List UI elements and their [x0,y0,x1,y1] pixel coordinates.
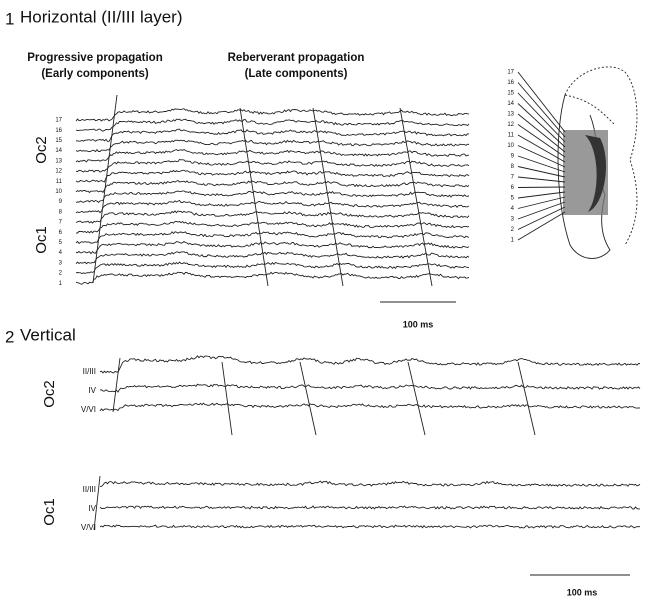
scale-label: 100 ms [403,319,434,329]
channel-label: 14 [55,148,62,154]
figure: 1 Horizontal (II/III layer) Progressive … [0,0,664,602]
propagation-line [408,362,425,435]
channel-label: 13 [55,158,62,164]
electrode-line [518,192,565,198]
trace [100,506,640,509]
electrode-line [518,93,565,142]
area-label: Oc2 [33,136,50,164]
trace [76,191,469,203]
trace [100,403,640,411]
channel-label: 7 [511,175,515,181]
trace [76,272,469,284]
electrode-line [518,72,565,132]
channel-label: 3 [59,260,63,266]
channel-label: 15 [507,91,514,97]
channel-label: 10 [55,189,62,195]
propagation-line [222,362,232,435]
panel-title: Vertical [20,325,76,344]
channel-label: 1 [59,281,63,287]
channel-label: 6 [511,185,515,191]
channel-label: 7 [59,220,63,226]
channel-label: 15 [55,138,62,144]
channel-label: 5 [511,196,515,202]
channel-label: 4 [59,250,63,256]
electrode-line [518,177,565,182]
channel-label: 2 [59,271,63,277]
area-label: Oc2 [41,380,58,408]
brain-diagram [558,67,637,259]
trace [76,211,469,223]
layer-label: IV [88,504,96,513]
channel-label: 13 [507,112,514,118]
channel-label: 17 [507,70,514,76]
channel-label: 1 [511,238,515,244]
annotation: (Early components) [41,68,149,80]
trace [76,181,469,193]
channel-label: 2 [511,227,515,233]
trace [76,252,469,264]
propagation-line [300,362,316,435]
trace [100,356,640,373]
channel-label: 9 [511,154,515,160]
layer-label: II/III [83,367,96,376]
propagation-line [113,358,120,412]
electrode-line [518,197,565,209]
trace [76,119,469,131]
channel-label: 12 [507,122,514,128]
annotation: Reberverant propagation [228,52,365,64]
propagation-line [313,108,343,286]
channel-label: 17 [55,118,62,124]
channel-label: 8 [59,209,63,215]
channel-label: 3 [511,217,515,223]
panel-number: 1 [5,9,14,28]
area-label: Oc1 [41,498,58,526]
panel-title: Horizontal (II/III layer) [20,7,183,26]
trace [76,262,469,274]
channel-label: 9 [59,199,63,205]
trace [76,200,469,212]
channel-label: 16 [507,80,514,86]
propagation-line [518,362,535,435]
channel-label: 6 [59,230,63,236]
channel-label: 11 [56,179,63,185]
channel-label: 12 [55,169,62,175]
trace [76,221,469,233]
channel-label: 4 [511,206,515,212]
trace [100,481,640,486]
channel-label: 8 [511,164,515,170]
channel-label: 16 [55,128,62,134]
layer-label: V/VI [81,405,96,414]
trace [76,242,469,254]
annotation: Progressive propagation [27,52,162,64]
trace [76,129,469,141]
channel-label: 11 [508,133,515,139]
trace [100,384,640,392]
trace [76,150,469,162]
channel-label: 10 [507,143,514,149]
propagation-line [94,476,100,530]
trace [100,525,640,528]
panel-number: 2 [5,327,14,346]
trace [76,232,469,244]
annotation: (Late components) [245,68,348,80]
layer-label: II/III [83,485,96,494]
trace [76,140,469,152]
scale-label: 100 ms [567,587,598,597]
channel-label: 14 [507,101,514,107]
electrode-line [518,187,565,188]
channel-label: 5 [59,240,63,246]
electrode-line [518,114,565,152]
trace [76,109,469,121]
trace [76,170,469,182]
layer-label: IV [88,386,96,395]
area-label: Oc1 [33,226,50,254]
layer-label: V/VI [81,523,96,532]
